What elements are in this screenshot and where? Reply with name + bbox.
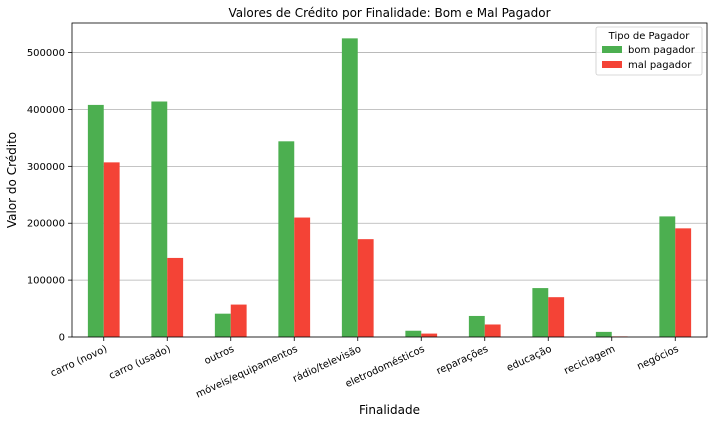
y-tick-label: 200000 — [27, 219, 65, 230]
x-tick-label: educação — [505, 344, 553, 374]
bar-bom-pagador — [87, 104, 104, 337]
legend-swatch — [602, 61, 622, 68]
bar-mal-pagador — [421, 333, 438, 337]
y-tick-label: 400000 — [27, 105, 65, 116]
bar-bom-pagador — [214, 313, 231, 337]
y-tick-label: 300000 — [27, 162, 65, 173]
legend-items: bom pagador mal pagador — [602, 45, 696, 71]
plot-frame — [71, 22, 708, 338]
bar-bom-pagador — [278, 141, 295, 337]
x-tick-label: carro (usado) — [107, 344, 172, 382]
legend-label: mal pagador — [628, 60, 692, 71]
bar-bom-pagador — [468, 315, 485, 337]
y-tick-label: 100000 — [27, 276, 65, 287]
bar-mal-pagador — [230, 304, 247, 337]
bar-bom-pagador — [151, 101, 168, 337]
bar-bom-pagador — [659, 216, 676, 337]
x-axis-ticks: carro (novo)carro (usado) outrosmóveis/eq… — [49, 337, 681, 401]
x-tick-label: outros — [203, 344, 236, 367]
bar-bom-pagador — [532, 288, 549, 337]
bar-mal-pagador — [675, 228, 692, 337]
legend-label: bom pagador — [628, 45, 696, 56]
x-tick-label: negócios — [635, 343, 680, 373]
bar-mal-pagador — [294, 217, 311, 337]
x-tick-label: reciclagem — [563, 344, 617, 377]
y-tick-label: 0 — [59, 333, 65, 344]
y-tick-label: 500000 — [27, 48, 65, 59]
legend: Tipo de Pagador bom pagador mal pagador — [595, 26, 703, 76]
chart-title: Valores de Crédito por Finalidade: Bom e… — [228, 6, 550, 20]
legend-swatch — [602, 46, 622, 53]
x-tick-label: carro (novo) — [49, 344, 109, 380]
x-tick-label: reparações — [435, 344, 490, 378]
bar-bom-pagador — [341, 38, 358, 337]
legend-title: Tipo de Pagador — [608, 31, 691, 42]
y-axis-ticks: 0 100000 200000 300000 400000 500000 — [27, 48, 72, 344]
bar-bom-pagador — [405, 330, 422, 337]
y-axis-title: Valor do Crédito — [5, 132, 19, 228]
bar-mal-pagador — [357, 239, 374, 337]
x-tick-label: móveis/equipamentos — [194, 343, 300, 401]
bar-mal-pagador — [484, 324, 501, 337]
bar-mal-pagador — [548, 297, 565, 337]
bar-mal-pagador — [167, 257, 184, 337]
bar-bom-pagador — [595, 331, 612, 337]
x-axis-title: Finalidade — [359, 403, 420, 417]
legend-box — [595, 26, 703, 76]
bar-mal-pagador — [103, 162, 120, 337]
bars — [87, 38, 692, 337]
